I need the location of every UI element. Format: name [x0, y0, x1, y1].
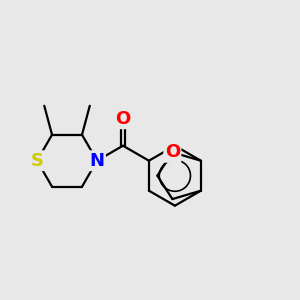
Text: N: N	[89, 152, 104, 170]
Text: O: O	[115, 110, 130, 128]
Text: O: O	[165, 143, 180, 161]
Text: S: S	[31, 152, 44, 170]
